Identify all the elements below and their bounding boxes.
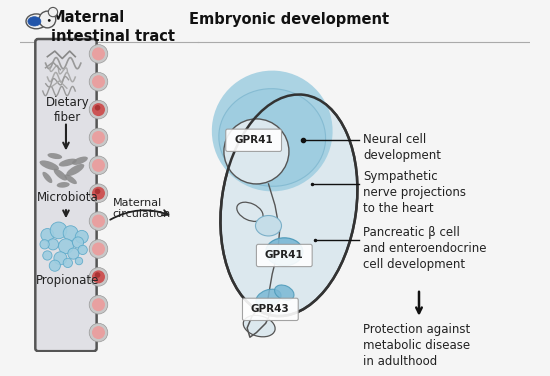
Circle shape — [92, 270, 105, 284]
Ellipse shape — [42, 172, 52, 183]
Circle shape — [92, 298, 105, 311]
Ellipse shape — [72, 156, 88, 165]
Circle shape — [92, 131, 105, 144]
Circle shape — [89, 45, 108, 63]
Ellipse shape — [256, 289, 281, 307]
Circle shape — [50, 260, 60, 271]
Ellipse shape — [237, 202, 263, 221]
Text: Microbiota: Microbiota — [37, 191, 98, 205]
Circle shape — [63, 226, 78, 241]
Circle shape — [63, 258, 73, 268]
Text: Pancreatic β cell
and enteroendocrine
cell development: Pancreatic β cell and enteroendocrine ce… — [363, 226, 487, 271]
FancyBboxPatch shape — [243, 298, 298, 320]
FancyBboxPatch shape — [35, 39, 97, 351]
Circle shape — [89, 156, 108, 174]
Ellipse shape — [212, 71, 333, 191]
Circle shape — [40, 240, 50, 249]
Circle shape — [75, 257, 82, 265]
Circle shape — [41, 229, 54, 241]
Ellipse shape — [57, 182, 70, 188]
Circle shape — [92, 103, 105, 116]
Text: Sympathetic
nerve projections
to the heart: Sympathetic nerve projections to the hea… — [363, 170, 466, 215]
Circle shape — [89, 73, 108, 91]
Circle shape — [89, 296, 108, 314]
Ellipse shape — [219, 89, 326, 186]
Ellipse shape — [243, 315, 275, 337]
Ellipse shape — [28, 17, 41, 26]
Circle shape — [95, 105, 100, 111]
Text: Neural cell
development: Neural cell development — [363, 133, 441, 162]
Circle shape — [92, 47, 105, 61]
Circle shape — [92, 187, 105, 200]
Circle shape — [89, 184, 108, 203]
Circle shape — [92, 159, 105, 172]
Circle shape — [73, 237, 84, 248]
Text: Maternal
intestinal tract: Maternal intestinal tract — [51, 10, 175, 44]
FancyBboxPatch shape — [226, 129, 282, 152]
Text: Protection against
metabolic disease
in adulthood: Protection against metabolic disease in … — [363, 323, 470, 368]
Ellipse shape — [54, 169, 67, 180]
Text: Propionate: Propionate — [36, 274, 100, 287]
Circle shape — [92, 326, 105, 339]
Circle shape — [89, 240, 108, 258]
Ellipse shape — [40, 161, 59, 170]
Ellipse shape — [26, 14, 46, 29]
Ellipse shape — [256, 215, 282, 236]
Ellipse shape — [266, 238, 303, 266]
Circle shape — [89, 100, 108, 119]
Circle shape — [39, 11, 56, 28]
Ellipse shape — [66, 164, 84, 176]
Circle shape — [92, 243, 105, 255]
Circle shape — [89, 268, 108, 286]
Circle shape — [58, 239, 73, 254]
Circle shape — [89, 212, 108, 230]
Circle shape — [48, 8, 58, 17]
Text: GPR41: GPR41 — [234, 135, 273, 145]
Circle shape — [95, 189, 100, 194]
Text: Maternal
circulation: Maternal circulation — [112, 198, 170, 220]
Ellipse shape — [64, 174, 77, 184]
Circle shape — [89, 128, 108, 147]
Circle shape — [68, 248, 79, 259]
Text: GPR41: GPR41 — [265, 250, 304, 261]
Ellipse shape — [47, 153, 62, 159]
Text: Embryonic development: Embryonic development — [189, 12, 389, 27]
FancyBboxPatch shape — [256, 244, 312, 267]
Text: GPR43: GPR43 — [251, 304, 290, 314]
Circle shape — [78, 245, 87, 255]
Circle shape — [95, 272, 100, 278]
Ellipse shape — [59, 159, 77, 167]
Circle shape — [89, 323, 108, 342]
Circle shape — [43, 251, 52, 260]
Circle shape — [92, 215, 105, 227]
Circle shape — [47, 239, 58, 250]
Circle shape — [54, 252, 67, 265]
Circle shape — [50, 222, 67, 239]
Circle shape — [48, 19, 51, 22]
Text: Dietary
fiber: Dietary fiber — [46, 96, 90, 124]
Circle shape — [75, 230, 88, 243]
Circle shape — [92, 75, 105, 88]
Ellipse shape — [274, 285, 294, 300]
Ellipse shape — [221, 94, 358, 316]
Circle shape — [224, 119, 289, 184]
